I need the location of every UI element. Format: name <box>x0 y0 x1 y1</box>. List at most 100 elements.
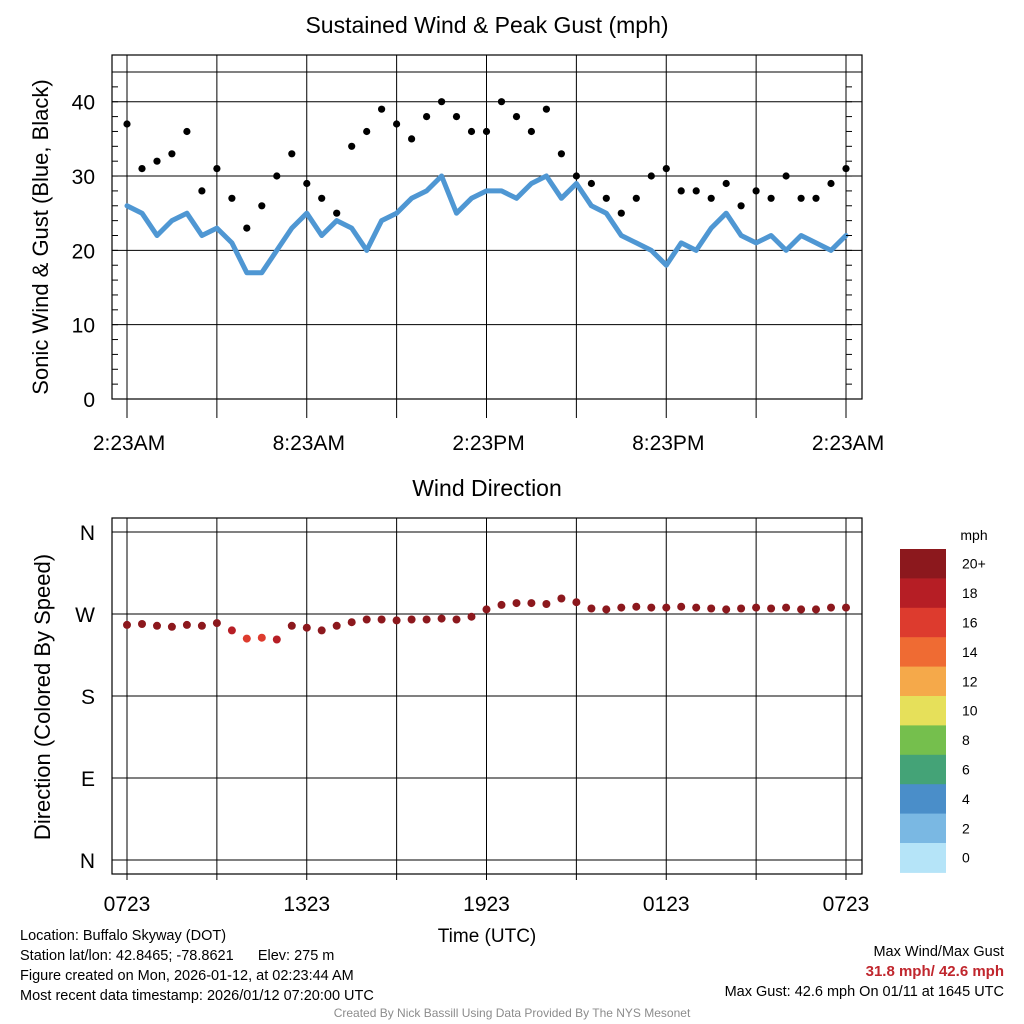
wind-direction-x-axis-label: Time (UTC) <box>438 926 537 947</box>
gust-point <box>243 224 251 232</box>
direction-point <box>662 603 671 612</box>
gust-point <box>617 209 625 217</box>
direction-point <box>512 599 521 608</box>
gust-point <box>153 157 161 165</box>
direction-point <box>287 621 296 630</box>
direction-point <box>542 600 551 608</box>
direction-point <box>812 605 820 614</box>
direction-point <box>557 594 566 603</box>
direction-point <box>587 604 596 613</box>
gust-point <box>348 142 356 150</box>
colorbar-swatch <box>900 637 946 668</box>
wind-direction-series <box>123 594 850 644</box>
y-tick-label: 0 <box>83 389 95 412</box>
gust-point <box>423 113 431 121</box>
gust-point <box>752 187 760 195</box>
gust-point <box>138 165 146 173</box>
time-tick-label: 0123 <box>643 893 690 916</box>
direction-point <box>782 603 791 612</box>
gust-point <box>213 165 221 173</box>
time-tick-label: 1923 <box>463 893 510 916</box>
wind-direction-ticks: N W S E N 0723 1323 1923 0123 0723 <box>75 522 869 916</box>
x-tick-label: 2:23AM <box>812 432 884 455</box>
gust-point <box>722 179 730 188</box>
direction-point <box>677 602 686 611</box>
direction-point <box>692 603 701 612</box>
direction-tick-label: E <box>81 768 95 791</box>
colorbar-label: 8 <box>962 732 970 748</box>
gust-point <box>363 127 371 136</box>
direction-tick-label: N <box>80 522 95 545</box>
sustained-wind-line <box>124 173 849 276</box>
direction-point <box>362 615 371 624</box>
wind-gust-y-axis-label: Sonic Wind & Gust (Blue, Black) <box>28 79 53 394</box>
gust-point <box>393 120 401 128</box>
direction-point <box>167 622 176 631</box>
direction-point <box>242 634 251 643</box>
direction-point <box>842 603 850 612</box>
direction-tick-label: N <box>80 850 95 873</box>
gust-point <box>602 194 610 202</box>
x-tick-label: 8:23AM <box>273 432 345 455</box>
direction-point <box>153 621 161 630</box>
gust-point <box>198 187 206 195</box>
direction-point <box>647 603 656 612</box>
wind-direction-y-axis-label: Direction (Colored By Speed) <box>30 554 55 840</box>
direction-point <box>632 602 641 611</box>
direction-point <box>212 619 221 628</box>
direction-point <box>317 626 326 635</box>
direction-point <box>197 621 206 630</box>
direction-point <box>257 633 266 642</box>
wind-gust-chart-title: Sustained Wind & Peak Gust (mph) <box>305 12 668 38</box>
direction-point <box>752 603 761 612</box>
direction-point <box>422 615 431 624</box>
direction-point <box>797 605 806 614</box>
direction-point <box>437 614 446 623</box>
gust-point <box>827 179 835 188</box>
max-summary-heading: Max Wind/Max Gust <box>873 944 1004 960</box>
gust-point <box>572 172 581 180</box>
colorbar-label: 2 <box>962 820 970 836</box>
gust-point <box>288 150 296 158</box>
max-gust-detail: Max Gust: 42.6 mph On 01/11 at 1645 UTC <box>724 984 1004 1000</box>
time-tick-label: 0723 <box>823 893 870 916</box>
y-tick-label: 10 <box>72 315 95 338</box>
gust-point <box>497 98 506 106</box>
wind-gust-grid <box>112 55 862 418</box>
credit-line: Created By Nick Bassill Using Data Provi… <box>333 1006 691 1020</box>
direction-point <box>572 598 581 607</box>
gust-point <box>782 172 790 180</box>
direction-point <box>722 605 731 614</box>
direction-point <box>392 616 401 625</box>
colorbar-swatch <box>900 754 946 785</box>
colorbar-label: 20+ <box>962 556 986 572</box>
max-summary: Max Wind/Max Gust 31.8 mph/ 42.6 mph Max… <box>725 942 1004 1002</box>
colorbar-swatch <box>900 696 946 726</box>
colorbar-label: 14 <box>962 644 978 660</box>
direction-point <box>377 615 386 624</box>
colorbar-label: 12 <box>962 673 978 689</box>
gust-point <box>707 194 715 202</box>
recent-data-timestamp: Most recent data timestamp: 2026/01/12 0… <box>20 988 374 1004</box>
gust-point <box>378 105 386 113</box>
gust-point <box>632 194 640 202</box>
y-tick-label: 30 <box>72 166 95 189</box>
time-tick-label: 1323 <box>283 893 330 916</box>
y-tick-label: 20 <box>72 240 95 263</box>
colorbar-label: 18 <box>962 585 978 601</box>
wind-direction-chart: Wind Direction Direction (Colored By Spe… <box>30 475 988 947</box>
gust-point <box>662 165 670 173</box>
gust-point <box>168 150 176 158</box>
gust-point <box>333 209 341 217</box>
direction-point <box>527 599 536 608</box>
gust-point <box>767 194 775 202</box>
x-tick-label: 2:23AM <box>93 432 165 455</box>
x-tick-label: 2:23PM <box>452 432 524 455</box>
x-tick-label: 8:23PM <box>632 432 704 455</box>
station-latlon: Station lat/lon: 42.8465; -78.8621 <box>20 948 234 964</box>
y-tick-label: 40 <box>72 92 95 115</box>
direction-point <box>182 620 191 629</box>
direction-point <box>332 621 341 630</box>
wind-gust-chart: Sustained Wind & Peak Gust (mph) Sonic W… <box>28 12 884 455</box>
gust-point <box>737 202 745 210</box>
